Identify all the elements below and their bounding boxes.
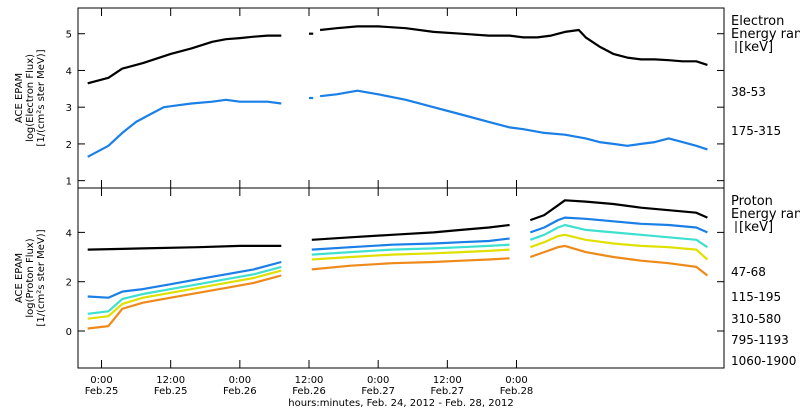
x-tick-time-label: 0:00 (90, 375, 112, 386)
y-axis-label-electron: ACE EPAM (14, 73, 25, 123)
y-tick-label-electron: 5 (66, 30, 72, 41)
x-tick-date-label: Feb.27 (431, 386, 465, 397)
y-axis-label-electron: [1/(cm²s ster MeV)] (36, 49, 47, 146)
series-line-175-315 (87, 98, 282, 158)
series-line-115-195 (87, 260, 282, 299)
series-line-115-195 (311, 237, 510, 251)
x-tick-time-label: 12:00 (295, 375, 324, 386)
y-tick-label-proton: 4 (66, 228, 72, 239)
x-tick-date-label: Feb.25 (85, 386, 119, 397)
y-axis-label-electron: log(Electron Flux) (25, 54, 36, 142)
legend-title-electron: Energy ran (731, 27, 800, 42)
x-tick-time-label: 0:00 (367, 375, 389, 386)
series-line-47-68 (529, 199, 708, 222)
series-line-795-1193 (311, 248, 510, 261)
legend-entry-38-53: 38-53 (731, 85, 766, 99)
y-tick-label-electron: 4 (66, 66, 72, 77)
y-tick-label-proton: 0 (66, 327, 72, 338)
series-line-38-53 (87, 34, 282, 85)
legend-entry-795-1193: 795-1193 (731, 333, 789, 347)
y-tick-label-proton: 2 (66, 278, 72, 289)
series-line-175-315 (319, 89, 708, 151)
series-line-47-68 (87, 244, 282, 251)
x-tick-date-label: Feb.28 (500, 386, 534, 397)
y-axis-label-proton: [1/(cm²s ster MeV)] (36, 229, 47, 326)
series-line-310-580 (87, 265, 282, 315)
series-line-47-68 (311, 223, 510, 241)
series-line-310-580 (311, 243, 510, 256)
x-tick-date-label: Feb.26 (292, 386, 326, 397)
y-tick-label-electron: 1 (66, 177, 72, 188)
x-tick-time-label: 0:00 (505, 375, 527, 386)
x-tick-time-label: 0:00 (229, 375, 251, 386)
series-line-795-1193 (529, 233, 709, 261)
series-line-1060-1900 (529, 244, 709, 277)
x-tick-date-label: Feb.25 (154, 386, 188, 397)
legend-title-proton: Proton (731, 194, 773, 209)
x-tick-date-label: Feb.27 (361, 386, 395, 397)
x-tick-time-label: 12:00 (156, 375, 185, 386)
legend-entry-1060-1900: 1060-1900 (731, 354, 796, 368)
legend-entry-115-195: 115-195 (731, 290, 781, 304)
legend-entry-47-68: 47-68 (731, 265, 766, 279)
panel-frame-proton (77, 187, 725, 369)
series-line-310-580 (529, 223, 709, 249)
y-axis-label-proton: ACE EPAM (14, 253, 25, 303)
legend-title-electron: Electron (731, 14, 784, 29)
x-axis-label: hours:minutes, Feb. 24, 2012 - Feb. 28, … (288, 398, 513, 409)
legend-title-electron: [keV] (739, 40, 773, 55)
series-line-795-1193 (87, 269, 282, 320)
series-line-1060-1900 (87, 274, 282, 330)
y-tick-label-electron: 3 (66, 103, 72, 114)
series-line-38-53 (319, 25, 708, 66)
legend-entry-175-315: 175-315 (731, 124, 781, 138)
series-line-115-195 (529, 216, 708, 234)
legend-entry-310-580: 310-580 (731, 312, 781, 326)
y-axis-label-proton: log(Proton Flux) (25, 238, 36, 317)
legend-title-proton: Energy ran (731, 207, 800, 222)
x-tick-date-label: Feb.26 (223, 386, 257, 397)
legend-title-proton: [keV] (739, 220, 773, 235)
series-line-1060-1900 (311, 257, 510, 271)
x-tick-time-label: 12:00 (433, 375, 462, 386)
y-tick-label-electron: 2 (66, 140, 72, 151)
